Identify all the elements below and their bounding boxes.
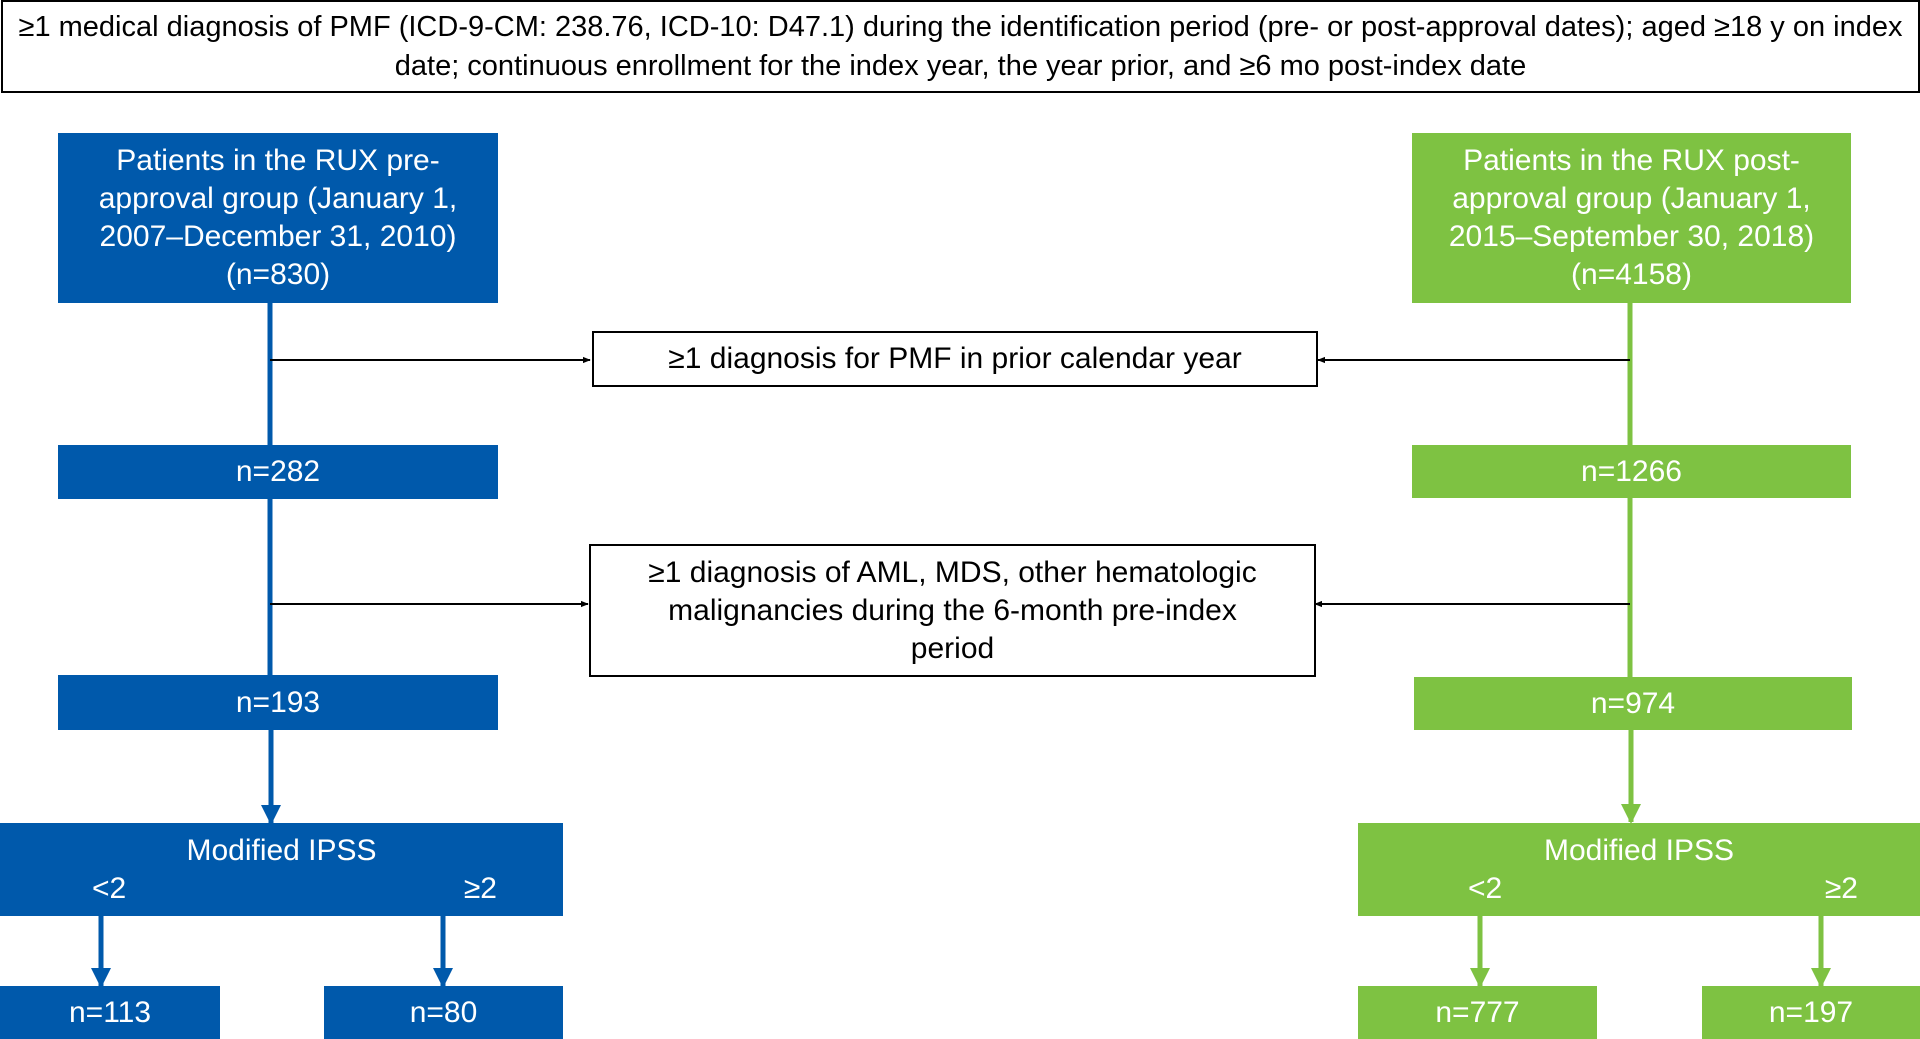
- post-n-low-box: n=777: [1358, 986, 1597, 1039]
- pre-approval-group-box: Patients in the RUX pre-approval group (…: [58, 133, 498, 303]
- post-n-step2-box: n=974: [1414, 677, 1852, 730]
- pre-n-step2: n=193: [235, 685, 321, 719]
- exclusion-step1-box: ≥1 diagnosis for PMF in prior calendar y…: [592, 331, 1318, 387]
- post-ipss-low-label: <2: [1468, 871, 1503, 905]
- post-n-step1-box: n=1266: [1412, 445, 1851, 498]
- exclusion-step2-box: ≥1 diagnosis of AML, MDS, other hematolo…: [589, 544, 1316, 677]
- pre-n-low-box: n=113: [0, 986, 220, 1039]
- post-ipss-categories: <2 ≥2: [1358, 870, 1920, 908]
- post-n-high-box: n=197: [1702, 986, 1920, 1039]
- post-ipss-title: Modified IPSS: [1543, 833, 1735, 867]
- pre-n-step1-box: n=282: [58, 445, 498, 499]
- post-n-step1: n=1266: [1581, 454, 1682, 488]
- exclusion-step1-text: ≥1 diagnosis for PMF in prior calendar y…: [668, 342, 1242, 375]
- pre-n-high: n=80: [409, 995, 478, 1029]
- pre-ipss-categories: <2 ≥2: [0, 870, 563, 908]
- pre-ipss-low-label: <2: [92, 871, 127, 905]
- pre-approval-group-label: Patients in the RUX pre-approval group (…: [98, 144, 458, 291]
- pre-ipss-high-label: ≥2: [463, 871, 497, 905]
- post-n-step2: n=974: [1590, 686, 1676, 720]
- post-approval-group-box: Patients in the RUX post-approval group …: [1412, 133, 1851, 303]
- inclusion-criteria-text: ≥1 medical diagnosis of PMF (ICD-9-CM: 2…: [18, 10, 1903, 82]
- pre-n-step1: n=282: [235, 455, 321, 488]
- post-approval-group-label: Patients in the RUX post-approval group …: [1448, 144, 1815, 291]
- pre-n-step2-box: n=193: [58, 675, 498, 730]
- pre-ipss-title: Modified IPSS: [186, 833, 377, 867]
- pre-n-high-box: n=80: [324, 986, 563, 1039]
- post-n-high: n=197: [1768, 995, 1854, 1029]
- pre-ipss-box: Modified IPSS <2 ≥2: [0, 823, 563, 916]
- post-n-low: n=777: [1435, 995, 1520, 1029]
- post-ipss-box: Modified IPSS <2 ≥2: [1358, 823, 1920, 916]
- exclusion-step2-text: ≥1 diagnosis of AML, MDS, other hematolo…: [648, 555, 1257, 665]
- inclusion-criteria-box: ≥1 medical diagnosis of PMF (ICD-9-CM: 2…: [1, 0, 1920, 93]
- post-ipss-high-label: ≥2: [1824, 871, 1858, 905]
- pre-n-low: n=113: [68, 995, 152, 1029]
